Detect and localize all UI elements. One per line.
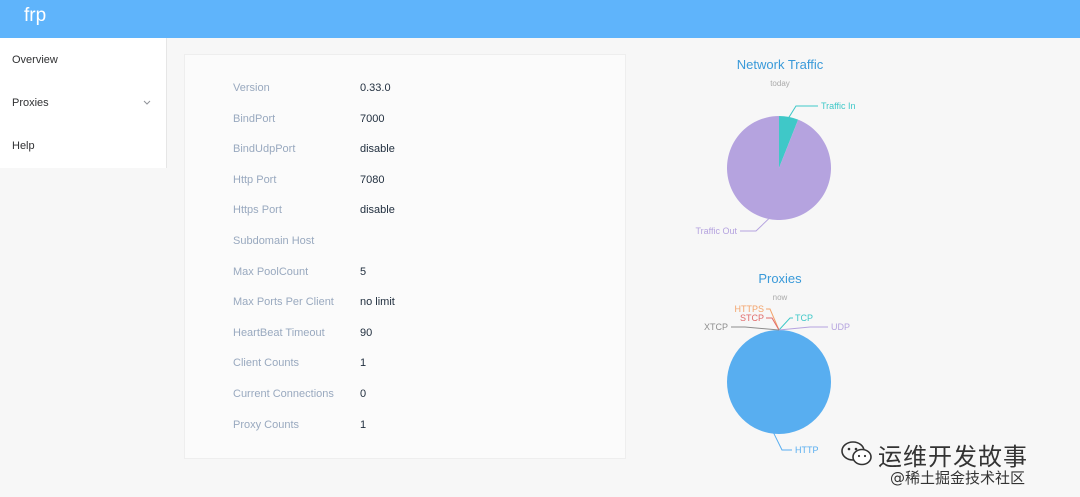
proxies-chart-title: Proxies bbox=[758, 271, 802, 286]
info-row-client-counts: Client Counts 1 bbox=[185, 354, 625, 374]
info-row-heartbeat-timeout: HeartBeat Timeout 90 bbox=[185, 324, 625, 344]
label-line-tcp bbox=[778, 317, 793, 331]
info-key: BindUdpPort bbox=[233, 143, 296, 156]
info-value: 1 bbox=[360, 357, 367, 370]
pie-slice-traffic-in[interactable] bbox=[779, 116, 799, 168]
info-key: Version bbox=[233, 82, 270, 94]
info-row-https-port: Https Port disable bbox=[185, 201, 625, 221]
info-row-bindudpport: BindUdpPort disable bbox=[185, 140, 625, 160]
brand-title[interactable]: frp bbox=[24, 5, 47, 26]
info-value: 0 bbox=[360, 388, 367, 400]
traffic-chart-subtitle: today bbox=[770, 79, 790, 88]
slice-label-https: HTTPS bbox=[734, 304, 764, 314]
label-line-xtcp bbox=[731, 326, 780, 331]
info-value: 1 bbox=[360, 418, 367, 431]
info-value: 7000 bbox=[360, 112, 385, 125]
wechat-icon bbox=[841, 441, 872, 466]
label-line-udp bbox=[778, 326, 828, 331]
info-row-current-connections: Current Connections 0 bbox=[185, 385, 625, 405]
slice-label-traffic-in: Traffic In bbox=[821, 101, 856, 111]
sidebar-item-help[interactable]: Help bbox=[0, 124, 166, 167]
info-key: Subdomain Host bbox=[233, 235, 315, 247]
info-value: disable bbox=[360, 204, 395, 217]
sidebar-item-proxies[interactable]: Proxies bbox=[0, 81, 166, 124]
pie-slice-traffic-out[interactable] bbox=[727, 116, 831, 220]
top-header: frp bbox=[0, 0, 1080, 38]
label-line-traffic-in bbox=[788, 105, 818, 119]
info-key: Client Counts bbox=[233, 357, 300, 370]
info-key: Current Connections bbox=[233, 388, 334, 400]
watermark-title: 运维开发故事 bbox=[878, 443, 1028, 471]
info-row-bindport: BindPort 7000 bbox=[185, 110, 625, 130]
info-row-proxy-counts: Proxy Counts 1 bbox=[185, 416, 625, 436]
info-key: Http Port bbox=[233, 173, 277, 186]
slice-label-traffic-out: Traffic Out bbox=[695, 226, 737, 236]
info-key: HeartBeat Timeout bbox=[233, 326, 325, 339]
info-value: 0.33.0 bbox=[360, 82, 391, 94]
info-key: Proxy Counts bbox=[233, 418, 300, 431]
slice-label-xtcp: XTCP bbox=[704, 322, 728, 332]
label-line-http bbox=[773, 432, 792, 451]
info-row-http-port: Http Port 7080 bbox=[185, 171, 625, 191]
chevron-down-icon bbox=[143, 100, 151, 105]
slice-label-http: HTTP bbox=[795, 445, 819, 455]
info-row-max-poolcount: Max PoolCount 5 bbox=[185, 263, 625, 283]
info-key: Max Ports Per Client bbox=[233, 296, 334, 309]
info-key: BindPort bbox=[233, 112, 276, 125]
info-row-subdomain-host: Subdomain Host bbox=[185, 232, 625, 252]
info-row-version: Version 0.33.0 bbox=[185, 79, 625, 99]
label-line-https bbox=[766, 308, 780, 331]
info-value: 5 bbox=[360, 265, 367, 278]
traffic-chart-title: Network Traffic bbox=[736, 57, 824, 72]
info-row-max-ports-per-client: Max Ports Per Client no limit bbox=[185, 293, 625, 313]
sidebar-item-overview[interactable]: Overview bbox=[0, 38, 166, 81]
info-key: Https Port bbox=[233, 204, 282, 217]
server-info-panel: Version 0.33.0 BindPort 7000 BindUdpPort… bbox=[184, 54, 626, 459]
label-line-stcp bbox=[766, 317, 780, 331]
proxies-chart-subtitle: now bbox=[772, 293, 788, 302]
sidebar-item-label: Proxies bbox=[12, 96, 49, 109]
sidebar: Overview Proxies Help bbox=[0, 38, 167, 168]
label-line-traffic-out bbox=[740, 217, 770, 232]
info-value: no limit bbox=[360, 296, 395, 309]
pie-slice-http[interactable] bbox=[727, 330, 831, 434]
watermark: 运维开发故事 @稀土掘金技术社区 bbox=[830, 437, 1070, 489]
watermark-subtitle: @稀土掘金技术社区 bbox=[890, 469, 1026, 487]
slice-label-udp: UDP bbox=[831, 322, 850, 332]
sidebar-item-label: Help bbox=[12, 139, 35, 152]
info-key: Max PoolCount bbox=[233, 265, 309, 278]
info-value: disable bbox=[360, 143, 395, 156]
sidebar-item-label: Overview bbox=[12, 53, 58, 66]
slice-label-stcp: STCP bbox=[740, 313, 764, 323]
info-value: 7080 bbox=[360, 173, 385, 186]
info-value: 90 bbox=[360, 326, 373, 339]
slice-label-tcp: TCP bbox=[795, 313, 813, 323]
